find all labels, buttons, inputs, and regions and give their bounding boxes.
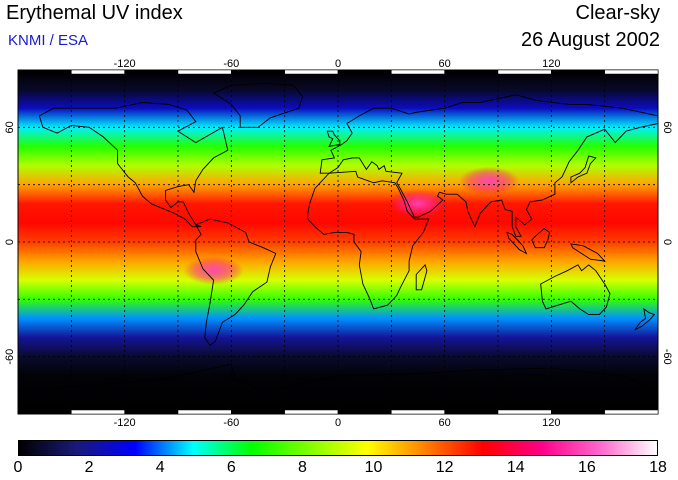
lon-tick-label-bottom: 60 — [439, 417, 451, 429]
scale-bar-segment — [231, 69, 285, 75]
scale-bar-segment — [444, 69, 499, 75]
lat-tick-label-left: 60 — [4, 121, 16, 133]
colorbar-tick-label: 18 — [649, 459, 667, 476]
uv-hotspots — [183, 166, 520, 285]
uv-index-map: -120 -120 -60 -60 0 0 60 60 120 120 60 60 0 0 -60 -60 — [4, 58, 673, 429]
coastline-australia — [540, 264, 611, 316]
date-label: 26 August 2002 — [520, 29, 660, 51]
coastline-new-zealand — [634, 307, 656, 331]
colorbar-tick-label: 0 — [13, 459, 23, 476]
map-title: Erythemal UV index — [6, 2, 183, 24]
coastline-sumatra — [506, 231, 528, 255]
scale-bar-segment — [604, 69, 659, 75]
lat-tick-label-left: -60 — [4, 349, 16, 365]
scale-bar-segment — [337, 69, 392, 75]
uv-hotspot — [183, 256, 244, 285]
sky-condition-label: Clear-sky — [575, 2, 660, 24]
colorbar-tick-label: 4 — [155, 459, 165, 476]
coastlines — [18, 82, 658, 392]
credit-label: KNMI / ESA — [8, 32, 89, 49]
lon-tick-label-bottom: -60 — [223, 417, 239, 429]
lon-tick-label-top: -60 — [223, 58, 239, 70]
scale-bar-segment — [71, 69, 125, 75]
scale-bar-segment — [391, 409, 445, 415]
colorbar-tick-label: 8 — [297, 459, 307, 476]
scale-bar-segment — [177, 409, 232, 415]
scale-bar-segment — [124, 69, 179, 75]
lat-tick-label-right: 60 — [661, 121, 673, 133]
scale-bar-segment — [444, 409, 499, 415]
scale-bar-segment — [284, 69, 339, 75]
uv-hotspot — [459, 166, 520, 195]
coastline-madagascar — [415, 264, 428, 291]
scale-bar-segment — [391, 69, 445, 75]
coastline-japan — [570, 155, 597, 184]
axis-labels: -120 -120 -60 -60 0 0 60 60 120 120 60 60 0 0 -60 -60 — [4, 58, 673, 429]
lon-tick-label-top: 0 — [335, 58, 341, 70]
lon-tick-label-top: -120 — [114, 58, 136, 70]
scale-bar-segment — [604, 409, 659, 415]
map-frame: -120 -120 -60 -60 0 0 60 60 120 120 60 60 0 0 -60 -60 — [4, 58, 673, 429]
coastline-greenland — [212, 82, 303, 128]
scale-bar-segment — [17, 69, 72, 75]
scale-bar-segment — [17, 409, 72, 415]
coastline-borneo — [531, 228, 551, 249]
scale-bar-segment — [71, 409, 125, 415]
lon-tick-label-top: 120 — [542, 58, 560, 70]
scale-bar-segment — [124, 409, 179, 415]
scale-bar-segment — [551, 409, 605, 415]
colorbar-tick-label: 10 — [364, 459, 383, 476]
colorbar-tick-label: 2 — [84, 459, 94, 476]
lon-tick-label-top: 60 — [439, 58, 451, 70]
coastline-north-america — [38, 102, 229, 228]
lon-tick-label-bottom: 120 — [542, 417, 560, 429]
coastline-antarctica — [18, 363, 658, 392]
scale-bar-segment — [497, 69, 552, 75]
frame-scale-bars — [17, 69, 659, 415]
colorbar-tick-label: 12 — [435, 459, 454, 476]
lat-tick-label-right: -60 — [661, 349, 673, 365]
uv-colorbar — [18, 440, 658, 456]
uv-hotspot — [388, 189, 448, 218]
coastline-europe-asia — [319, 94, 658, 237]
scale-bar-segment — [177, 69, 232, 75]
scale-bar-segment — [337, 409, 392, 415]
scale-bar-segment — [231, 409, 285, 415]
lat-tick-label-right: 0 — [661, 239, 673, 245]
colorbar-tick-label: 6 — [226, 459, 236, 476]
coastline-africa — [307, 170, 430, 310]
coastline-new-guinea — [570, 243, 606, 262]
scale-bar-segment — [284, 409, 339, 415]
colorbar-tick-label: 14 — [506, 459, 525, 476]
lon-tick-label-bottom: -120 — [114, 417, 136, 429]
graticule — [18, 70, 658, 414]
scale-bar-segment — [497, 409, 552, 415]
lat-tick-label-left: 0 — [4, 239, 16, 245]
colorbar-tick-label: 16 — [577, 459, 596, 476]
coastline-british-isles — [326, 130, 341, 147]
colorbar-labels: 0 2 4 6 8 10 12 14 16 18 — [0, 459, 678, 479]
lon-tick-label-bottom: 0 — [335, 417, 341, 429]
scale-bar-segment — [551, 69, 605, 75]
